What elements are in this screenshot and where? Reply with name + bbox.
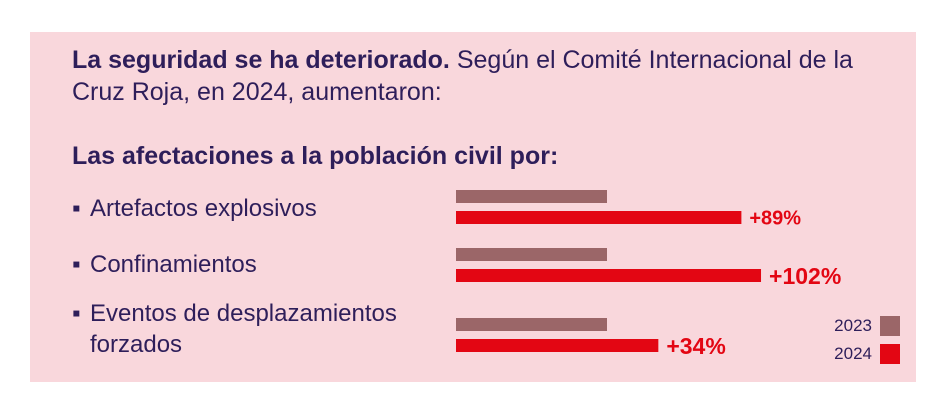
category-label-1: ▪ Confinamientos bbox=[72, 251, 257, 278]
legend-label-1: 2024 bbox=[834, 344, 872, 363]
data-label-0: +89% bbox=[749, 208, 801, 230]
legend-label-0: 2023 bbox=[834, 316, 872, 335]
bar-2024-1 bbox=[456, 269, 762, 282]
bar-2023-0 bbox=[456, 190, 607, 203]
intro-bold: La seguridad se ha deteriorado. bbox=[72, 46, 450, 74]
bar-2023-1 bbox=[456, 248, 607, 261]
bar-2023-2 bbox=[456, 318, 607, 331]
chart-subheading: Las afectaciones a la población civil po… bbox=[72, 142, 559, 170]
category-label-0: ▪ Artefactos explosivos bbox=[72, 195, 317, 222]
bullet-icon: ▪ bbox=[72, 300, 81, 327]
data-label-2: +34% bbox=[666, 333, 725, 359]
bullet-icon: ▪ bbox=[72, 251, 81, 278]
intro-rest: Según el Comité Internacional de la Cruz… bbox=[72, 46, 853, 106]
legend-swatch-0 bbox=[880, 316, 900, 336]
bar-2024-0 bbox=[456, 211, 742, 224]
legend-swatch-1 bbox=[880, 344, 900, 364]
intro-text: La seguridad se ha deteriorado. Según el… bbox=[72, 44, 872, 108]
category-label-2: ▪ Eventos de desplazamientos forzados bbox=[72, 300, 397, 358]
bullet-icon: ▪ bbox=[72, 195, 81, 222]
data-label-1: +102% bbox=[769, 263, 841, 289]
bar-2024-2 bbox=[456, 339, 659, 352]
